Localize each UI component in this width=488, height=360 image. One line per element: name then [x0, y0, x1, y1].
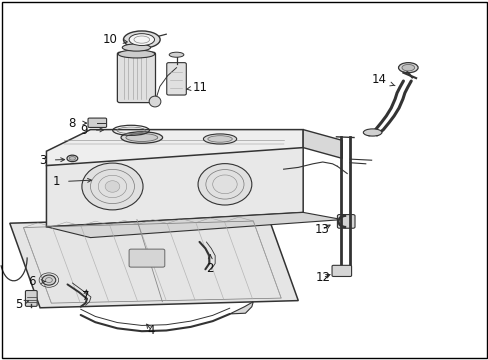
Text: 7: 7	[81, 290, 89, 303]
Text: 6: 6	[28, 275, 45, 288]
Ellipse shape	[129, 34, 154, 46]
Polygon shape	[46, 148, 303, 227]
Ellipse shape	[118, 50, 154, 58]
Ellipse shape	[125, 134, 157, 141]
Ellipse shape	[398, 63, 417, 73]
Text: 1: 1	[52, 175, 91, 188]
FancyBboxPatch shape	[88, 118, 106, 127]
FancyBboxPatch shape	[129, 249, 164, 267]
Ellipse shape	[149, 96, 161, 107]
Ellipse shape	[121, 132, 162, 143]
Text: 14: 14	[371, 73, 394, 86]
Text: 12: 12	[315, 271, 329, 284]
Ellipse shape	[122, 44, 150, 51]
Text: 4: 4	[146, 324, 155, 337]
FancyBboxPatch shape	[331, 265, 351, 276]
Ellipse shape	[203, 134, 236, 144]
Ellipse shape	[123, 31, 160, 48]
Text: 10: 10	[102, 33, 127, 46]
FancyBboxPatch shape	[166, 63, 186, 95]
Ellipse shape	[67, 155, 78, 162]
FancyBboxPatch shape	[337, 215, 354, 228]
Text: 13: 13	[314, 223, 329, 236]
Polygon shape	[229, 302, 253, 314]
Text: 8: 8	[68, 117, 86, 130]
FancyBboxPatch shape	[117, 52, 155, 103]
Polygon shape	[46, 212, 342, 238]
Text: 2: 2	[206, 255, 214, 275]
Ellipse shape	[105, 181, 120, 192]
Circle shape	[42, 275, 56, 285]
Ellipse shape	[198, 164, 251, 205]
Ellipse shape	[401, 64, 414, 71]
Text: 9: 9	[80, 124, 103, 137]
Polygon shape	[303, 130, 342, 158]
Text: 11: 11	[186, 81, 207, 94]
Text: 5: 5	[15, 298, 28, 311]
Polygon shape	[46, 130, 303, 166]
Ellipse shape	[169, 52, 183, 57]
Ellipse shape	[82, 163, 143, 210]
Ellipse shape	[363, 129, 381, 136]
Ellipse shape	[207, 136, 232, 142]
Text: 3: 3	[39, 154, 64, 167]
Ellipse shape	[69, 157, 75, 160]
FancyBboxPatch shape	[25, 291, 37, 306]
Polygon shape	[10, 216, 298, 308]
